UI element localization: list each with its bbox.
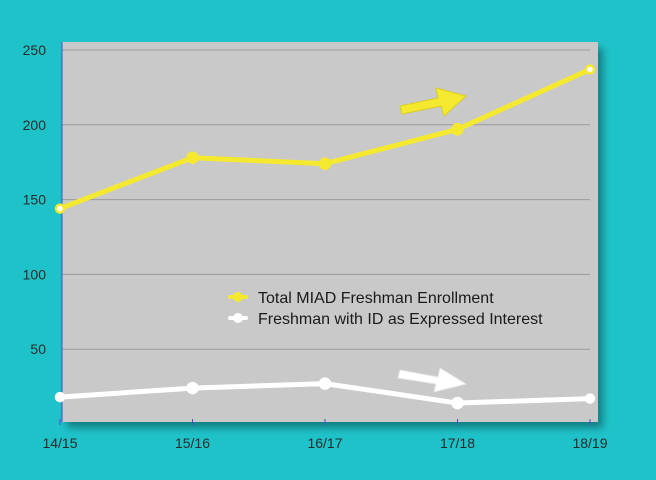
plot-area [62, 42, 598, 422]
y-tick-label-100: 100 [23, 266, 47, 282]
x-tick-label-0: 14/15 [42, 435, 77, 451]
legend-swatch-dot-0 [233, 292, 243, 302]
y-tick-label-250: 250 [23, 42, 47, 58]
data-point-1-2 [318, 377, 332, 390]
y-tick-label-200: 200 [23, 117, 47, 133]
gridlines [62, 49, 590, 350]
legend-label-0: Total MIAD Freshman Enrollment [258, 290, 494, 307]
y-tick-label-50: 50 [30, 341, 46, 357]
data-point-0-2 [318, 157, 332, 170]
data-point-0-4 [584, 64, 596, 75]
x-tick-label-4: 18/19 [572, 435, 607, 451]
data-point-1-3 [451, 396, 464, 410]
data-point-1-0 [54, 391, 66, 403]
y-tick-label-150: 150 [23, 192, 47, 208]
legend-swatch-dot-1 [233, 313, 243, 323]
legend: Total MIAD Freshman Enrollment Freshman w… [228, 290, 543, 328]
annotation-arrows [397, 87, 467, 393]
data-point-1-4 [584, 393, 596, 404]
x-tick-label-2: 16/17 [307, 435, 342, 451]
data-point-1-1 [186, 381, 199, 395]
x-tick-label-1: 15/16 [175, 435, 210, 451]
data-point-0-0 [54, 203, 66, 214]
series-layer [54, 64, 596, 410]
legend-label-1: Freshman with ID as Expressed Interest [258, 311, 543, 328]
data-point-0-1 [186, 151, 199, 164]
annotation-arrow-0 [399, 87, 467, 117]
y-axis-tick-labels: 50 100 150 200 250 [23, 42, 47, 357]
annotation-arrow-1 [397, 367, 467, 393]
series-1 [54, 377, 596, 410]
x-axis-tick-labels: 14/15 15/16 16/17 17/18 18/19 [42, 435, 607, 451]
x-axis-tick-marks [59, 419, 591, 425]
x-tick-label-3: 17/18 [440, 435, 475, 451]
data-point-0-3 [451, 123, 464, 136]
series-0 [54, 64, 596, 214]
